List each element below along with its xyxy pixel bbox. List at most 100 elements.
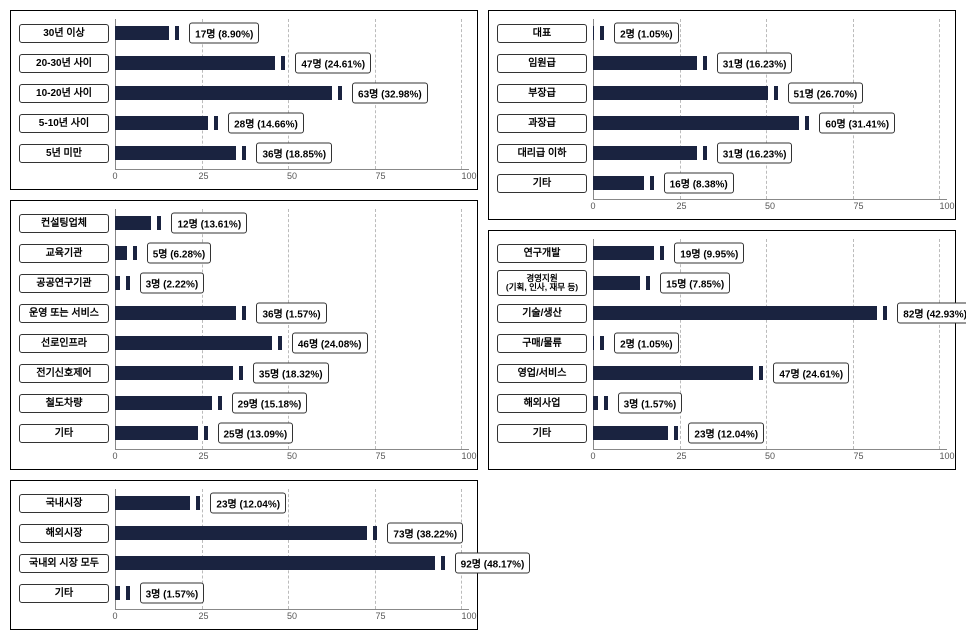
bar — [115, 496, 196, 510]
bar-row: 기타25명 (13.09%) — [19, 419, 469, 447]
bar — [115, 556, 441, 570]
bar — [593, 396, 604, 410]
value-label: 82명 (42.93%) — [897, 303, 966, 324]
value-label: 36명 (18.85%) — [256, 143, 332, 164]
value-label: 16명 (8.38%) — [664, 173, 734, 194]
value-label: 3명 (1.57%) — [140, 583, 205, 604]
value-label: 2명 (1.05%) — [614, 333, 679, 354]
value-label: 28명 (14.66%) — [228, 113, 304, 134]
bar-row: 철도차량29명 (15.18%) — [19, 389, 469, 417]
category-label: 영업/서비스 — [497, 364, 587, 383]
category-label: 기타 — [497, 424, 587, 443]
x-tick-label: 50 — [287, 169, 297, 181]
value-label: 31명 (16.23%) — [717, 143, 793, 164]
plot-area: 25명 (13.09%) — [115, 419, 469, 447]
value-label: 19명 (9.95%) — [674, 243, 744, 264]
x-tick-label: 50 — [287, 449, 297, 461]
plot-area: 36명 (18.85%) — [115, 139, 469, 167]
bar-row: 교육기관5명 (6.28%) — [19, 239, 469, 267]
plot-area: 28명 (14.66%) — [115, 109, 469, 137]
value-label: 15명 (7.85%) — [660, 273, 730, 294]
right-column: 대표2명 (1.05%)임원급31명 (16.23%)부장급51명 (26.70… — [488, 10, 956, 630]
bar-row: 대리급 이하 31명 (16.23%) — [497, 139, 947, 167]
bar — [593, 366, 759, 380]
value-label: 12명 (13.61%) — [171, 213, 247, 234]
x-tick-label: 25 — [198, 609, 208, 621]
plot-area: 3명 (1.57%) — [593, 389, 947, 417]
plot-area: 2명 (1.05%) — [593, 329, 947, 357]
bar — [593, 426, 674, 440]
value-label: 47명 (24.61%) — [295, 53, 371, 74]
plot-area: 46명 (24.08%) — [115, 329, 469, 357]
category-label: 국내외 시장 모두 — [19, 554, 109, 573]
bar-row: 5-10년 사이28명 (14.66%) — [19, 109, 469, 137]
bar — [115, 26, 175, 40]
plot-area: 63명 (32.98%) — [115, 79, 469, 107]
chart-panel-market: 국내시장23명 (12.04%)해외시장73명 (38.22%)국내외 시장 모… — [10, 480, 478, 630]
category-label: 부장급 — [497, 84, 587, 103]
bar — [115, 116, 214, 130]
bar-chart: 연구개발19명 (9.95%)경영지원 (기획, 인사, 재무 등)15명 (7… — [497, 239, 947, 465]
bar-row: 선로인프라46명 (24.08%) — [19, 329, 469, 357]
x-tick-label: 75 — [375, 609, 385, 621]
x-tick-label: 100 — [939, 199, 954, 211]
bar — [115, 216, 157, 230]
bar-row: 기타 23명 (12.04%) — [497, 419, 947, 447]
value-label: 5명 (6.28%) — [147, 243, 212, 264]
category-label: 30년 이상 — [19, 24, 109, 43]
x-axis: 0255075100 — [115, 609, 469, 625]
bar-row: 컨설팅업체 12명 (13.61%) — [19, 209, 469, 237]
x-tick-label: 50 — [765, 199, 775, 211]
category-label: 과장급 — [497, 114, 587, 133]
plot-area: 51명 (26.70%) — [593, 79, 947, 107]
plot-area: 92명 (48.17%) — [115, 549, 469, 577]
plot-area: 60명 (31.41%) — [593, 109, 947, 137]
chart-panel-sector: 컨설팅업체12명 (13.61%)교육기관5명 (6.28%)공공연구기관3명 … — [10, 200, 478, 470]
x-tick-label: 75 — [375, 169, 385, 181]
bar — [593, 26, 600, 40]
plot-area: 23명 (12.04%) — [593, 419, 947, 447]
x-tick-label: 25 — [198, 449, 208, 461]
x-tick-label: 0 — [112, 169, 117, 181]
value-label: 63명 (32.98%) — [352, 83, 428, 104]
value-label: 3명 (2.22%) — [140, 273, 205, 294]
x-tick-label: 100 — [939, 449, 954, 461]
bar-row: 국내외 시장 모두 92명 (48.17%) — [19, 549, 469, 577]
plot-area: 2명 (1.05%) — [593, 19, 947, 47]
bar — [593, 246, 660, 260]
plot-area: 3명 (1.57%) — [115, 579, 469, 607]
category-label: 전기신호제어 — [19, 364, 109, 383]
bar-row: 5년 미만36명 (18.85%) — [19, 139, 469, 167]
bar — [115, 276, 126, 290]
value-label: 35명 (18.32%) — [253, 363, 329, 384]
bar-row: 구매/물류 2명 (1.05%) — [497, 329, 947, 357]
bar-chart: 국내시장23명 (12.04%)해외시장73명 (38.22%)국내외 시장 모… — [19, 489, 469, 625]
bar-chart: 대표2명 (1.05%)임원급31명 (16.23%)부장급51명 (26.70… — [497, 19, 947, 215]
category-label: 컨설팅업체 — [19, 214, 109, 233]
bar — [593, 146, 703, 160]
category-label: 구매/물류 — [497, 334, 587, 353]
plot-area: 47명 (24.61%) — [115, 49, 469, 77]
bar-row: 영업/서비스 47명 (24.61%) — [497, 359, 947, 387]
bar-row: 기타3명 (1.57%) — [19, 579, 469, 607]
category-label: 20-30년 사이 — [19, 54, 109, 73]
category-label: 10-20년 사이 — [19, 84, 109, 103]
plot-area: 19명 (9.95%) — [593, 239, 947, 267]
value-label: 3명 (1.57%) — [618, 393, 683, 414]
plot-area: 15명 (7.85%) — [593, 269, 947, 297]
x-axis: 0255075100 — [593, 449, 947, 465]
x-tick-label: 25 — [676, 449, 686, 461]
left-column: 30년 이상 17명 (8.90%) 20-30년 사이 47명 (24.61%) 10… — [10, 10, 478, 630]
category-label: 대리급 이하 — [497, 144, 587, 163]
x-tick-label: 100 — [461, 169, 476, 181]
value-label: 92명 (48.17%) — [455, 553, 531, 574]
plot-area: 35명 (18.32%) — [115, 359, 469, 387]
x-tick-label: 50 — [287, 609, 297, 621]
plot-area: 47명 (24.61%) — [593, 359, 947, 387]
bar-row: 과장급 60명 (31.41%) — [497, 109, 947, 137]
bar-row: 임원급31명 (16.23%) — [497, 49, 947, 77]
x-tick-label: 0 — [590, 199, 595, 211]
category-label: 연구개발 — [497, 244, 587, 263]
plot-area: 17명 (8.90%) — [115, 19, 469, 47]
bar — [115, 396, 218, 410]
